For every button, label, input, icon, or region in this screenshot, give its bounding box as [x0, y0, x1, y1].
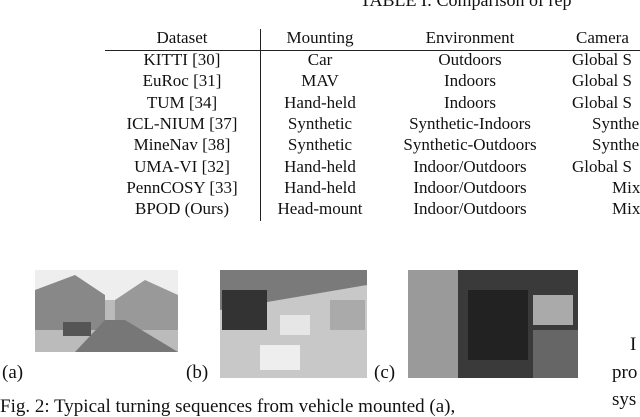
table-cell: Indoors — [444, 71, 496, 91]
table-cell: Synthe — [592, 113, 640, 133]
table-cell: Synthetic-Indoors — [409, 113, 531, 133]
photo-c — [408, 270, 578, 378]
table-cell: Global S — [572, 92, 632, 112]
figure-caption: Fig. 2: Typical turning sequences from v… — [0, 396, 456, 417]
table-cell: Hand-held — [284, 92, 356, 112]
table-cell: UMA-VI [32] — [134, 156, 230, 176]
table-cell: Global S — [572, 50, 632, 69]
table-cell: Head-mount — [277, 199, 363, 219]
table-cell: Mix — [612, 177, 640, 197]
table-cell: BPOD (Ours) — [135, 199, 229, 219]
table-cell: Hand-held — [284, 177, 356, 197]
table-cell: Indoor/Outdoors — [413, 177, 527, 197]
panel-label: (a) — [2, 362, 24, 383]
photo-a — [35, 270, 178, 352]
column-header: Camera — [576, 28, 629, 47]
table-cell: Synthetic — [287, 113, 353, 133]
table-cell: Indoors — [444, 92, 496, 112]
table-cell: Synthetic-Outdoors — [403, 135, 537, 155]
table-cell: TUM [34] — [146, 92, 218, 112]
table-cell: KITTI [30] — [143, 50, 221, 69]
table-title: TABLE I: Comparison of rep — [360, 0, 572, 10]
photo-b — [220, 270, 367, 378]
table-cell: Global S — [572, 71, 632, 91]
column-header: Mounting — [286, 28, 354, 47]
table-cell: Synthe — [592, 135, 640, 155]
body-text: sys — [612, 389, 637, 410]
table-cell: EuRoc [31] — [142, 71, 222, 91]
table-cell: Outdoors — [438, 50, 502, 69]
table-rule — [105, 50, 640, 51]
panel-label: (c) — [374, 362, 396, 383]
table-cell: Mix — [612, 199, 640, 219]
panel-label: (b) — [186, 362, 209, 383]
table-cell: Indoor/Outdoors — [413, 199, 527, 219]
table-cell: Synthetic — [287, 135, 353, 155]
table-cell: Indoor/Outdoors — [413, 156, 527, 176]
table-cell: Car — [307, 50, 333, 69]
table-cell: PennCOSY [33] — [126, 177, 238, 197]
column-header: Dataset — [156, 28, 208, 47]
column-header: Environment — [425, 28, 515, 47]
table-cell: Global S — [572, 156, 632, 176]
table-cell: MAV — [301, 71, 339, 91]
body-text: pro — [612, 362, 638, 383]
table-cell: Hand-held — [284, 156, 356, 176]
table-cell: MineNav [38] — [133, 135, 231, 155]
table-cell: ICL-NIUM [37] — [126, 113, 238, 133]
body-text: I — [630, 334, 637, 355]
table-divider — [260, 29, 261, 221]
